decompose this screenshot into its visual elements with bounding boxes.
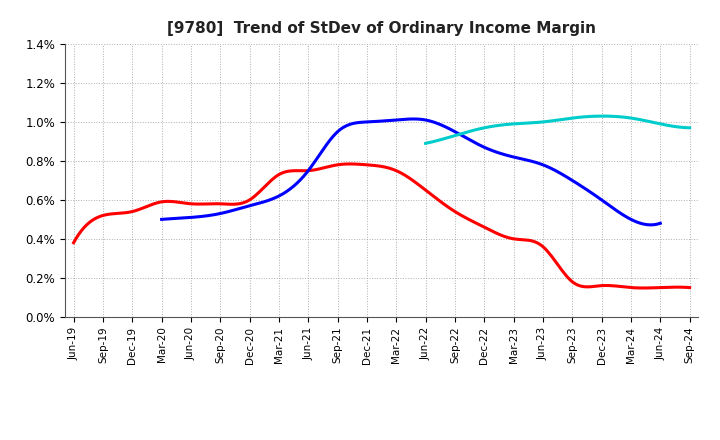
Title: [9780]  Trend of StDev of Ordinary Income Margin: [9780] Trend of StDev of Ordinary Income…	[167, 21, 596, 36]
7 Years	[421, 141, 430, 146]
3 Years	[71, 237, 80, 242]
5 Years	[656, 220, 665, 226]
Line: 3 Years: 3 Years	[73, 164, 690, 288]
3 Years	[436, 199, 445, 204]
7 Years	[578, 114, 587, 120]
3 Years	[630, 285, 639, 290]
5 Years	[409, 116, 418, 121]
7 Years	[583, 114, 592, 119]
3 Years	[438, 200, 446, 205]
5 Years	[456, 132, 464, 137]
Line: 5 Years: 5 Years	[161, 119, 660, 225]
5 Years	[579, 185, 588, 190]
Legend: 3 Years, 5 Years, 7 Years: 3 Years, 5 Years, 7 Years	[241, 438, 522, 440]
5 Years	[646, 222, 654, 227]
7 Years	[422, 140, 431, 146]
5 Years	[464, 136, 473, 142]
7 Years	[599, 114, 608, 119]
7 Years	[644, 119, 653, 124]
5 Years	[611, 207, 619, 213]
3 Years	[69, 240, 78, 246]
3 Years	[346, 161, 354, 167]
7 Years	[662, 122, 670, 128]
3 Years	[449, 208, 457, 213]
7 Years	[577, 114, 586, 120]
3 Years	[640, 286, 649, 291]
5 Years	[454, 131, 463, 136]
3 Years	[685, 285, 694, 290]
Line: 7 Years: 7 Years	[426, 116, 690, 143]
5 Years	[157, 217, 166, 222]
3 Years	[590, 284, 599, 289]
5 Years	[159, 216, 168, 222]
7 Years	[685, 125, 694, 130]
